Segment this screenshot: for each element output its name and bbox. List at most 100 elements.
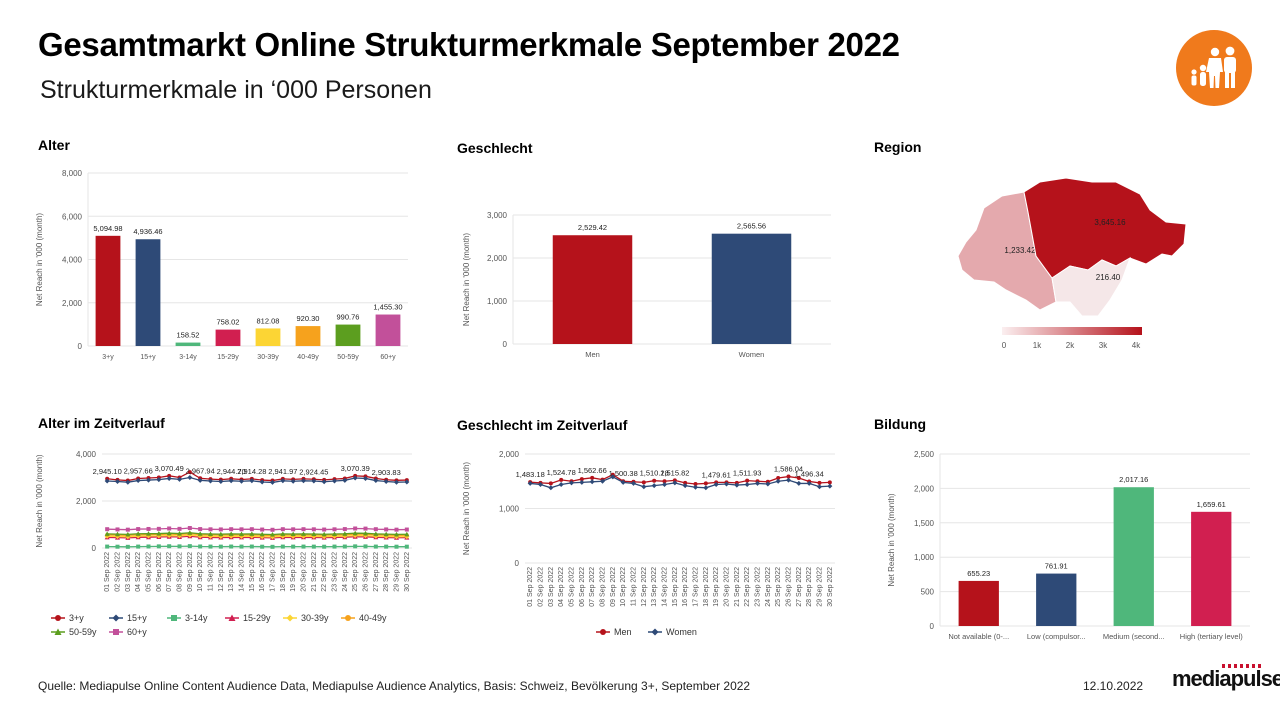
data-point (187, 544, 192, 549)
data-point (394, 479, 399, 485)
data-point (239, 527, 244, 532)
x-tick-label: 12 Sep 2022 (641, 567, 648, 607)
data-point (115, 531, 120, 537)
data-point (342, 477, 348, 483)
data-label: 1,479.61 (702, 470, 731, 479)
data-point (311, 478, 317, 484)
data-point (745, 478, 750, 483)
data-point (125, 527, 130, 532)
x-tick-label: 21 Sep 2022 (734, 567, 741, 607)
data-point (104, 531, 110, 536)
data-point (208, 527, 213, 532)
y-tick-label: 2,000 (76, 497, 97, 506)
data-point (301, 531, 306, 536)
data-point (135, 531, 141, 536)
x-tick-label: 24 Sep 2022 (765, 567, 772, 607)
data-point (394, 544, 399, 549)
data-point (301, 527, 306, 532)
bar-15+y (135, 239, 161, 346)
x-tick-label: 10 Sep 2022 (197, 552, 204, 592)
bar-50-59y (335, 324, 361, 346)
color-scale-label: 0 (1002, 341, 1007, 350)
data-point (631, 480, 636, 486)
bar-3+y (95, 235, 121, 346)
data-point (311, 544, 316, 549)
source-note: Quelle: Mediapulse Online Content Audien… (38, 679, 751, 693)
data-point (363, 544, 368, 549)
section-title-region: Region (874, 139, 922, 155)
data-point (363, 526, 368, 531)
data-point (270, 479, 275, 485)
region-label: 3,645.16 (1094, 218, 1126, 227)
x-tick-label: 30 Sep 2022 (404, 552, 411, 592)
page-subtitle: Strukturmerkmale in ‘000 Personen (40, 76, 432, 104)
data-point (332, 544, 337, 549)
bar-15-29y (215, 329, 241, 346)
data-label: 1,483.18 (516, 470, 545, 479)
y-tick-label: 2,500 (914, 450, 935, 459)
legend-label: Men (614, 627, 632, 637)
x-tick-label: 11 Sep 2022 (631, 567, 638, 606)
x-tick-label: 12 Sep 2022 (218, 552, 225, 592)
data-point (404, 527, 409, 532)
data-point (342, 544, 347, 549)
series-line-15-29y (107, 535, 407, 539)
chart-alter-zeitverlauf: 0 2,000 4,000 Net Reach in '000 (month) 01 S… (35, 450, 412, 637)
data-point (796, 475, 801, 480)
bar-Medium (second... (1113, 487, 1154, 626)
x-tick-label: 02 Sep 2022 (538, 567, 545, 607)
series-line-50-59y (107, 532, 407, 536)
y-tick-label: 2,000 (487, 254, 508, 263)
chart-region: 1,233.42 3,645.16 216.40 0 1k 2k 3k 4k (957, 177, 1187, 350)
data-point (239, 478, 244, 484)
y-tick-label: 1,500 (914, 519, 935, 528)
section-title-alter: Alter (38, 137, 70, 153)
data-point (218, 478, 224, 484)
data-point (548, 481, 553, 486)
data-point (177, 544, 182, 549)
x-tick-label: 21 Sep 2022 (311, 552, 318, 592)
x-tick-label: 08 Sep 2022 (177, 552, 184, 592)
data-point (218, 531, 224, 537)
data-label: 5,094.98 (93, 224, 122, 233)
data-point (734, 482, 740, 488)
data-point (384, 527, 389, 532)
data-point (156, 531, 162, 536)
data-point (353, 544, 358, 549)
data-point (373, 531, 379, 536)
data-point (662, 479, 667, 484)
x-tick-label: 04 Sep 2022 (558, 567, 565, 607)
region-label: 216.40 (1096, 273, 1121, 282)
x-tick-label: 13 Sep 2022 (228, 552, 235, 592)
data-point (218, 544, 223, 549)
x-tick-label: 01 Sep 2022 (104, 552, 111, 592)
data-point (744, 482, 750, 488)
x-tick-label: 29 Sep 2022 (394, 552, 401, 592)
x-tick-label: 05 Sep 2022 (146, 552, 153, 592)
data-point (167, 526, 172, 531)
x-tick-label: Low (compulsor... (1027, 632, 1086, 641)
region-label: 1,233.42 (1004, 246, 1036, 255)
legend-label: Women (666, 627, 697, 637)
data-point (321, 531, 327, 537)
data-point (105, 527, 110, 532)
data-point (373, 544, 378, 549)
x-tick-label: 20 Sep 2022 (301, 552, 308, 592)
data-point (146, 477, 151, 483)
data-point (197, 531, 203, 536)
chart-alter: 0 2,000 4,000 6,000 8,000 Net Reach in '000 (… (35, 169, 408, 361)
data-point (177, 526, 182, 531)
data-label: 1,515.82 (660, 468, 689, 477)
data-point (198, 544, 203, 549)
x-tick-label: 26 Sep 2022 (363, 552, 370, 592)
data-label: 1,511.93 (733, 469, 762, 478)
data-label: 1,496.34 (795, 469, 824, 478)
data-point (569, 480, 574, 486)
x-tick-label: 20 Sep 2022 (724, 567, 731, 607)
x-tick-label: 30 Sep 2022 (827, 567, 834, 607)
data-label: 2,529.42 (578, 223, 607, 232)
data-point (229, 527, 234, 532)
x-tick-label: 27 Sep 2022 (373, 552, 380, 592)
y-tick-label: 4,000 (62, 256, 83, 265)
data-label: 1,455.30 (373, 303, 402, 312)
